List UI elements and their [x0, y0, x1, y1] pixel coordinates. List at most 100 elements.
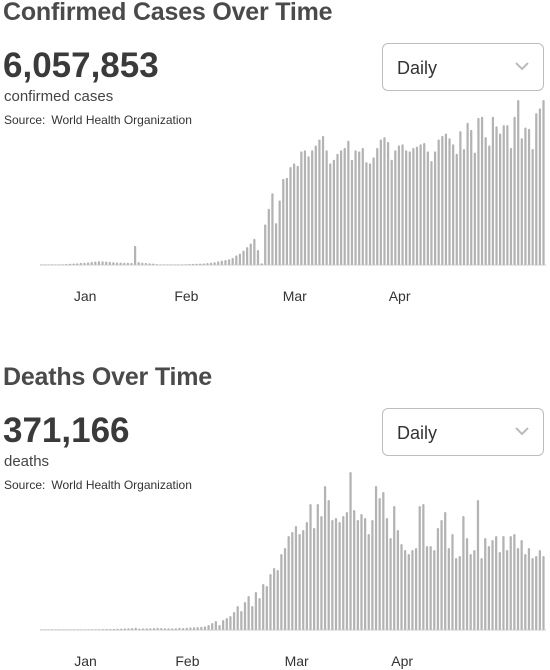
cases-bar — [94, 261, 97, 265]
cases-bar — [224, 259, 227, 265]
deaths-bar — [327, 500, 330, 630]
deaths-bar — [123, 628, 126, 630]
deaths-bar — [407, 554, 410, 630]
deaths-bar — [276, 570, 279, 630]
deaths-bar — [58, 629, 61, 630]
cases-bar — [437, 139, 440, 265]
deaths-bar — [411, 550, 414, 630]
deaths-bar — [487, 546, 491, 630]
cases-bar — [213, 262, 216, 265]
cases-bar — [177, 264, 180, 265]
deaths-bar — [232, 612, 236, 630]
cases-bar — [152, 263, 155, 265]
cases-bar — [141, 262, 144, 265]
cases-bar — [206, 262, 209, 265]
cases-bar — [350, 159, 354, 265]
cases-bar — [191, 263, 195, 265]
cases-bar — [289, 166, 292, 265]
deaths-bar — [316, 504, 319, 630]
deaths-bar — [160, 628, 163, 630]
deaths-bar — [291, 532, 294, 630]
deaths-bar — [120, 628, 123, 630]
cases-bar — [325, 150, 328, 265]
deaths-tick-label: Mar — [285, 653, 309, 669]
cases-bar — [50, 264, 54, 265]
deaths-bar — [440, 520, 443, 630]
cases-source: Source: World Health Organization — [4, 113, 192, 127]
cases-title: Confirmed Cases Over Time — [3, 0, 333, 26]
deaths-bar — [251, 606, 254, 630]
cases-bar — [531, 149, 534, 265]
chevron-down-icon — [515, 427, 529, 436]
cases-bar — [459, 131, 462, 265]
deaths-bar — [211, 623, 214, 630]
cases-bar — [130, 262, 133, 265]
cases-bar — [83, 262, 86, 265]
deaths-interval-dropdown[interactable]: Daily — [382, 408, 544, 456]
deaths-bar — [462, 516, 465, 630]
deaths-total: 371,166 — [3, 411, 130, 450]
cases-bar — [166, 264, 169, 265]
deaths-bar — [65, 629, 68, 630]
deaths-bar — [374, 486, 378, 630]
deaths-bar — [189, 627, 192, 630]
deaths-bar — [112, 628, 116, 630]
cases-bar — [408, 151, 411, 265]
cases-bar — [47, 264, 50, 265]
deaths-bar — [302, 530, 305, 630]
deaths-bar — [43, 629, 46, 630]
deaths-bar — [218, 625, 221, 630]
cases-bar — [488, 145, 491, 265]
cases-bar — [433, 151, 437, 265]
deaths-bar — [305, 522, 308, 630]
deaths-bar — [243, 602, 247, 630]
cases-bar — [173, 264, 176, 265]
cases-bar — [54, 264, 57, 265]
deaths-bar — [163, 628, 167, 630]
cases-bar — [502, 125, 505, 265]
cases-bar — [123, 262, 126, 265]
deaths-bar — [145, 628, 148, 630]
deaths-bar — [385, 518, 389, 630]
cases-bar — [307, 156, 310, 265]
deaths-tick-label: Jan — [74, 653, 97, 669]
cases-bar — [267, 208, 270, 265]
deaths-total-label: deaths — [4, 453, 50, 470]
deaths-bar — [98, 629, 101, 630]
deaths-bar — [476, 500, 480, 630]
deaths-bar — [422, 504, 425, 630]
cases-bar — [455, 153, 458, 265]
cases-source-label: Source: — [4, 113, 46, 127]
cases-bar — [61, 264, 64, 265]
cases-bar — [188, 264, 191, 265]
deaths-bar — [287, 536, 290, 630]
cases-bar — [386, 141, 390, 265]
deaths-bar — [465, 538, 469, 630]
deaths-bar — [272, 568, 276, 630]
deaths-bar — [498, 552, 501, 630]
deaths-bar — [451, 534, 454, 630]
deaths-bar — [535, 556, 538, 630]
cases-bar — [448, 138, 451, 265]
cases-bar — [231, 257, 234, 265]
deaths-bar — [283, 548, 287, 630]
cases-bar — [509, 147, 513, 265]
deaths-interval-value: Daily — [397, 423, 438, 443]
deaths-bar — [265, 586, 268, 630]
deaths-bar — [149, 628, 152, 630]
cases-bar — [282, 178, 285, 265]
deaths-bar — [360, 514, 363, 630]
cases-interval-dropdown[interactable]: Daily — [382, 43, 544, 91]
deaths-bar — [436, 528, 440, 630]
deaths-bar — [141, 628, 145, 630]
deaths-bar — [527, 548, 531, 630]
deaths-bar — [40, 629, 43, 630]
deaths-bar — [542, 556, 545, 630]
cases-bar — [180, 264, 184, 265]
deaths-bar — [389, 538, 392, 630]
deaths-bar — [400, 544, 403, 630]
cases-bar — [354, 150, 357, 265]
cases-bar — [412, 147, 415, 265]
cases-bar — [217, 261, 220, 265]
deaths-bar — [222, 620, 225, 630]
